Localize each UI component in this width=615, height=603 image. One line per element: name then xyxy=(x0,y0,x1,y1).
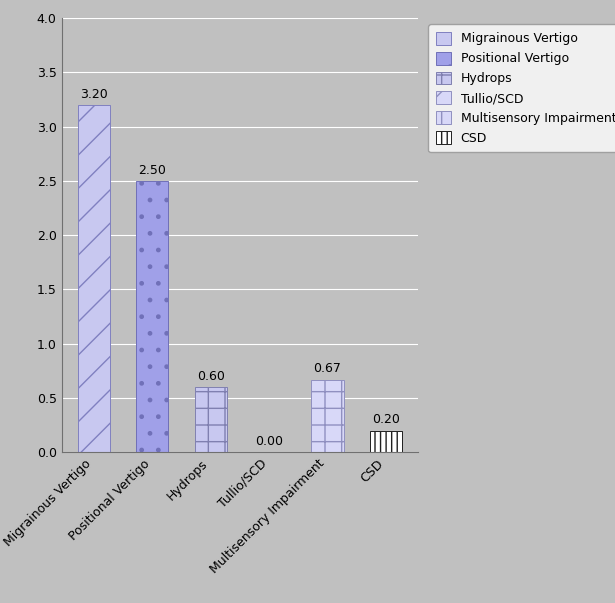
Bar xyxy=(311,379,344,452)
Text: 2.50: 2.50 xyxy=(138,163,166,177)
Text: 0.20: 0.20 xyxy=(372,413,400,426)
Bar xyxy=(77,105,110,452)
Text: 3.20: 3.20 xyxy=(80,87,108,101)
Legend: Migrainous Vertigo, Positional Vertigo, Hydrops, Tullio/SCD, Multisensory Impair: Migrainous Vertigo, Positional Vertigo, … xyxy=(428,24,615,153)
Bar xyxy=(370,431,402,452)
Text: 0.00: 0.00 xyxy=(255,435,283,448)
Bar xyxy=(194,387,227,452)
Text: 0.60: 0.60 xyxy=(197,370,224,383)
Text: 0.67: 0.67 xyxy=(314,362,341,375)
Bar xyxy=(136,181,169,452)
